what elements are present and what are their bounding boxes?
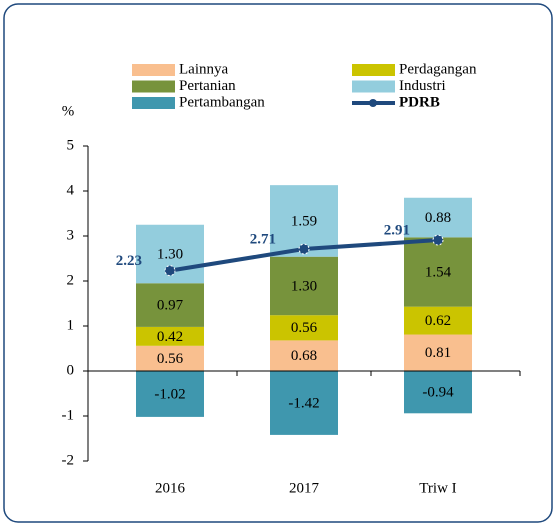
line-point [432,234,444,246]
y-tick-label: 1 [67,317,75,333]
bar-segment [404,306,472,335]
legend-swatch [132,80,175,93]
bar-segment [136,371,204,417]
bar-segment [404,371,472,414]
line-label: 2.71 [250,231,276,247]
y-tick-label: 2 [67,272,75,288]
bar-segment [404,197,472,238]
data-label: -1.02 [154,386,185,402]
y-tick-label: -2 [62,452,75,468]
y-tick-label: 5 [67,137,75,153]
data-label: 0.62 [425,313,451,329]
bar-segment [270,315,338,341]
bar-segment [404,334,472,371]
data-label: 0.97 [157,298,184,314]
bar-segment [404,237,472,307]
legend-swatch [132,97,175,109]
legend-marker [369,99,377,107]
data-label: 1.30 [291,278,317,294]
x-tick-label: 2017 [289,480,320,496]
y-tick-label: 0 [67,362,75,378]
data-label: -0.94 [422,385,454,401]
legend-label: Lainnya [179,61,228,77]
data-label: 0.81 [425,345,451,361]
line-label: 2.23 [116,253,142,269]
bar-segment [270,371,338,435]
legend-label: PDRB [399,94,440,110]
y-tick-label: 4 [67,182,75,198]
legend-swatch [132,64,175,76]
bar-segment [270,340,338,371]
y-tick-label: -1 [62,407,75,423]
data-label: 0.42 [157,329,183,345]
legend-swatch [352,80,395,93]
bar-segment [136,326,204,346]
data-label: 0.56 [291,320,318,336]
y-axis-label: % [62,103,75,119]
data-label: 1.30 [157,246,183,262]
line-point [298,243,310,255]
x-tick-label: 2016 [155,480,186,496]
legend-label: Pertanian [179,78,236,94]
legend-label: Industri [399,78,446,94]
data-label: 0.88 [425,210,451,226]
data-label: 1.59 [291,213,317,229]
data-label: 0.68 [291,348,317,364]
legend-label: Perdagangan [399,61,477,77]
data-label: 0.56 [157,351,184,367]
y-tick-label: 3 [67,227,75,243]
x-tick-label: Triw I [419,480,456,496]
data-label: 1.54 [425,264,452,280]
bar-segment [136,345,204,371]
line-point [164,265,176,277]
bar-segment [270,256,338,316]
data-label: -1.42 [288,395,319,411]
legend-label: Pertambangan [179,94,265,110]
legend-swatch [352,64,395,76]
line-label: 2.91 [384,222,410,238]
bar-segment [136,283,204,327]
